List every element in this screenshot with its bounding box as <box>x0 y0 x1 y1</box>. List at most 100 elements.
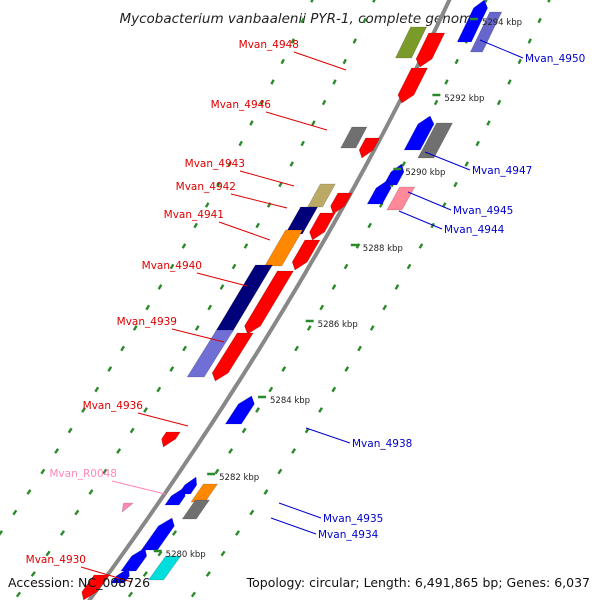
label-connector <box>305 427 351 444</box>
tick-dot <box>418 243 424 249</box>
tick-dot <box>241 427 247 434</box>
tick-dot <box>369 325 375 331</box>
gene-label-left: Mvan_4939 <box>117 316 177 328</box>
gene-feature <box>469 11 503 53</box>
gene-feature <box>397 67 428 104</box>
gene-feature <box>284 206 319 235</box>
label-connector <box>230 193 288 209</box>
tick-dot <box>74 509 80 516</box>
tick-dot <box>238 140 243 147</box>
tick-dot <box>220 550 226 557</box>
gene-label-left: Mvan_4930 <box>26 554 86 566</box>
tick-dot <box>216 181 221 188</box>
tick-dot <box>59 530 66 536</box>
tick-dot <box>169 366 175 372</box>
map-title: Mycobacterium vanbaalenii PYR-1, complet… <box>119 11 480 27</box>
gene-label-left: Mvan_4942 <box>176 181 236 193</box>
tick-dot <box>444 79 449 85</box>
gene-label-left: Mvan_4941 <box>164 209 224 221</box>
tick-dot <box>268 386 274 393</box>
tick-label: 5282 kbp <box>219 473 259 483</box>
gene-feature <box>340 126 368 149</box>
tick-dot <box>263 489 269 495</box>
tick-label: 5290 kbp <box>405 168 445 178</box>
summary-text: Topology: circular; Length: 6,491,865 bp… <box>246 575 590 590</box>
label-connector <box>278 502 322 519</box>
accession-text: Accession: NC_008726 <box>8 575 150 590</box>
gene-feature <box>386 186 416 211</box>
tick-dot <box>45 550 51 557</box>
tick-dot <box>243 243 249 249</box>
tick-dot <box>401 161 406 167</box>
tick-dot <box>367 222 372 229</box>
tick-dot <box>342 58 347 65</box>
tick-dot <box>406 263 412 270</box>
tick-dot <box>527 38 532 44</box>
gene-feature <box>366 179 392 205</box>
tick-dot <box>116 448 122 454</box>
tick-dot <box>143 407 148 413</box>
gene-label-right: Mvan_4945 <box>453 205 513 217</box>
gene-feature <box>456 0 488 43</box>
tick-dot <box>182 345 187 352</box>
tick-dot <box>259 99 265 106</box>
gene-label-left: Mvan_4946 <box>211 99 272 111</box>
tick-dot <box>507 79 512 85</box>
gene-feature <box>140 517 175 551</box>
tick-dot <box>234 530 241 536</box>
tick-dot-rows <box>0 0 551 598</box>
gene-label-right: Mvan_4935 <box>323 513 383 525</box>
gene-feature <box>291 239 321 271</box>
tick-dot <box>102 468 108 475</box>
tick-dot <box>88 489 94 495</box>
gene-label-left: Mvan_R0048 <box>49 468 117 480</box>
tick-dot <box>204 202 210 208</box>
tick-dot <box>205 571 211 577</box>
gene-feature <box>358 137 381 159</box>
tick-dot <box>129 427 135 434</box>
gene-feature <box>403 115 435 151</box>
tick-dot <box>40 468 46 475</box>
label-connector <box>479 39 524 59</box>
label-connector <box>111 480 166 495</box>
tick-label: 5292 kbp <box>444 94 484 104</box>
label-connector <box>265 111 328 131</box>
gene-feature <box>264 229 304 267</box>
gene-feature <box>224 395 255 425</box>
tick-dot <box>300 140 305 147</box>
tick-dot <box>310 0 314 3</box>
gene-feature <box>164 487 186 506</box>
tick-dot <box>145 304 151 311</box>
tick-dot <box>319 304 325 311</box>
gene-label-left: Mvan_4940 <box>142 260 202 272</box>
label-connector <box>218 221 271 241</box>
gene-feature <box>307 183 336 208</box>
tick-dot <box>67 427 73 434</box>
tick-dot <box>352 38 357 44</box>
tick-dot <box>496 99 502 106</box>
tick-dot <box>227 161 232 167</box>
tick-dot <box>249 120 254 126</box>
tick-dot <box>15 591 22 598</box>
label-connector <box>196 272 248 287</box>
tick-dot <box>277 468 283 475</box>
tick-dot <box>278 181 283 188</box>
label-connector <box>398 210 443 230</box>
label-connector <box>407 191 452 211</box>
tick-dot <box>214 468 220 475</box>
tick-dot <box>12 509 18 516</box>
tick-label: 5284 kbp <box>270 396 310 406</box>
tick-dot <box>321 99 327 106</box>
tick-dot <box>207 304 213 311</box>
tick-dot <box>181 243 187 249</box>
gene-feature <box>244 270 294 335</box>
tick-dot <box>517 58 522 65</box>
tick-dot <box>486 120 491 126</box>
tick-dot <box>142 571 148 577</box>
tick-dot <box>331 386 337 393</box>
gene-feature <box>330 192 353 215</box>
gene-feature <box>161 431 181 448</box>
tick-dot <box>453 181 458 188</box>
tick-label: 5280 kbp <box>166 550 206 560</box>
tick-dot <box>382 304 388 311</box>
